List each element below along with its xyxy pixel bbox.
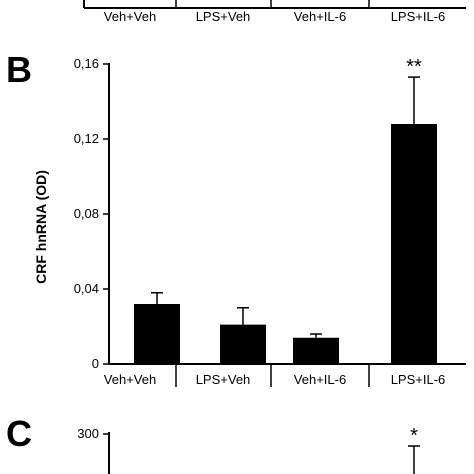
y-tick-label: 0,12 <box>74 131 99 146</box>
category-label: Veh+Veh <box>104 372 156 387</box>
panel-a-category-label: LPS+Veh <box>196 9 251 24</box>
panel-c-letter: C <box>6 413 32 454</box>
panel-b: B CRF hnRNA (OD) 0 0,04 0,08 0,12 0,16 ** Ve… <box>6 49 466 387</box>
panel-a-category-label: Veh+Veh <box>104 9 156 24</box>
y-tick-label: 0,16 <box>74 56 99 71</box>
bar-veh-il-6 <box>293 337 339 364</box>
significance-label: ** <box>406 56 422 78</box>
y-tick-label: 0 <box>92 356 99 371</box>
panel-b-letter: B <box>6 49 32 90</box>
y-ticks: 0 0,04 0,08 0,12 0,16 <box>74 56 109 371</box>
bar-veh-veh <box>134 304 180 364</box>
y-tick-label: 0,08 <box>74 206 99 221</box>
bar-lps-veh <box>220 324 266 364</box>
panel-a-category-label: Veh+IL-6 <box>294 9 346 24</box>
panel-c-y-tick-label: 300 <box>77 426 99 441</box>
y-axis-title: CRF hnRNA (OD) <box>33 170 49 284</box>
bar-lps-il-6 <box>391 124 437 364</box>
category-label: LPS+IL-6 <box>391 372 446 387</box>
bars <box>134 124 437 364</box>
error-bars <box>151 76 420 338</box>
y-tick-label: 0,04 <box>74 281 99 296</box>
panel-c: C 300 * <box>6 413 420 474</box>
category-label: LPS+Veh <box>196 372 251 387</box>
significance-annotations: ** <box>406 56 422 78</box>
panel-a-category-label: LPS+IL-6 <box>391 9 446 24</box>
panel-c-significance-label: * <box>410 425 418 447</box>
category-label: Veh+IL-6 <box>294 372 346 387</box>
panel-a: Veh+Veh LPS+Veh Veh+IL-6 LPS+IL-6 <box>83 0 466 24</box>
